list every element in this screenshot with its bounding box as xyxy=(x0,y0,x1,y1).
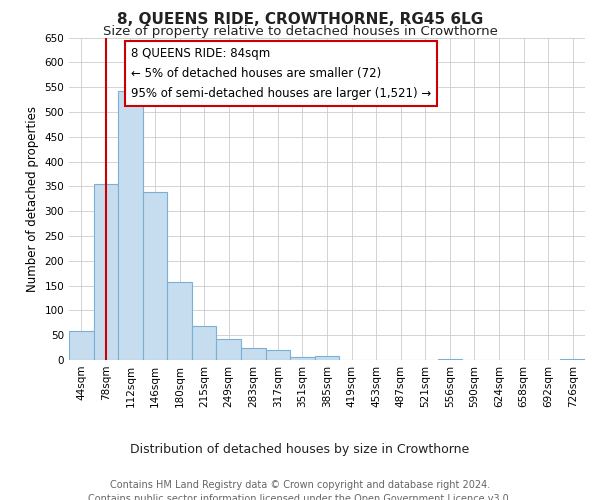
Text: 8 QUEENS RIDE: 84sqm
← 5% of detached houses are smaller (72)
95% of semi-detach: 8 QUEENS RIDE: 84sqm ← 5% of detached ho… xyxy=(131,47,431,100)
Bar xyxy=(241,348,266,360)
Bar xyxy=(560,359,585,360)
Y-axis label: Number of detached properties: Number of detached properties xyxy=(26,106,39,292)
Bar xyxy=(217,339,241,360)
Bar xyxy=(192,326,217,360)
Bar xyxy=(143,192,167,360)
Text: 8, QUEENS RIDE, CROWTHORNE, RG45 6LG: 8, QUEENS RIDE, CROWTHORNE, RG45 6LG xyxy=(117,12,483,28)
Text: Size of property relative to detached houses in Crowthorne: Size of property relative to detached ho… xyxy=(103,25,497,38)
Bar xyxy=(315,356,339,360)
Bar xyxy=(118,90,143,360)
Bar xyxy=(69,331,94,360)
Text: Contains HM Land Registry data © Crown copyright and database right 2024.
Contai: Contains HM Land Registry data © Crown c… xyxy=(88,480,512,500)
Bar xyxy=(94,184,118,360)
Bar xyxy=(437,359,462,360)
Bar xyxy=(266,350,290,360)
Text: Distribution of detached houses by size in Crowthorne: Distribution of detached houses by size … xyxy=(130,442,470,456)
Bar xyxy=(167,282,192,360)
Bar xyxy=(290,356,315,360)
